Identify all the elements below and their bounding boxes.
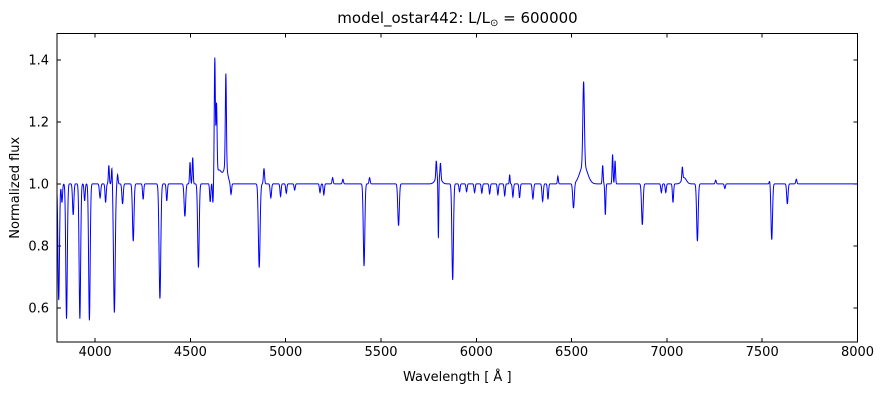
y-axis-label: Normalized flux (8, 136, 23, 238)
spectrum-line (56, 57, 858, 321)
plot-title-suffix: = 600000 (498, 9, 578, 27)
plot-title-prefix: model_ostar442: L/L (337, 9, 490, 27)
x-tick-label: 8000 (841, 345, 874, 360)
solar-symbol: ⊙ (489, 18, 499, 29)
plot-border (56, 33, 858, 343)
x-tick-label: 4500 (174, 345, 207, 360)
y-tick-label: 0.6 (28, 301, 49, 316)
plot-title: model_ostar442: L/L⊙ = 600000 (57, 9, 858, 29)
x-tick-label: 6000 (460, 345, 493, 360)
x-tick-label: 5500 (364, 345, 397, 360)
y-tick-label: 0.8 (28, 239, 49, 254)
x-axis-label: Wavelength [ Å ] (403, 369, 512, 385)
axis-labels: 4000 4500 5000 5500 6000 6500 7000 7500 8000 0.6 0… (8, 53, 874, 385)
y-tick-label: 1.4 (28, 53, 49, 68)
axis-ticks (57, 33, 858, 342)
x-tick-label: 6500 (555, 345, 588, 360)
y-tick-label: 1.0 (28, 177, 49, 192)
x-tick-label: 7000 (650, 345, 683, 360)
x-tick-label: 7500 (746, 345, 779, 360)
x-tick-label: 4000 (79, 345, 112, 360)
y-tick-label: 1.2 (28, 115, 49, 130)
x-tick-label: 5000 (269, 345, 302, 360)
